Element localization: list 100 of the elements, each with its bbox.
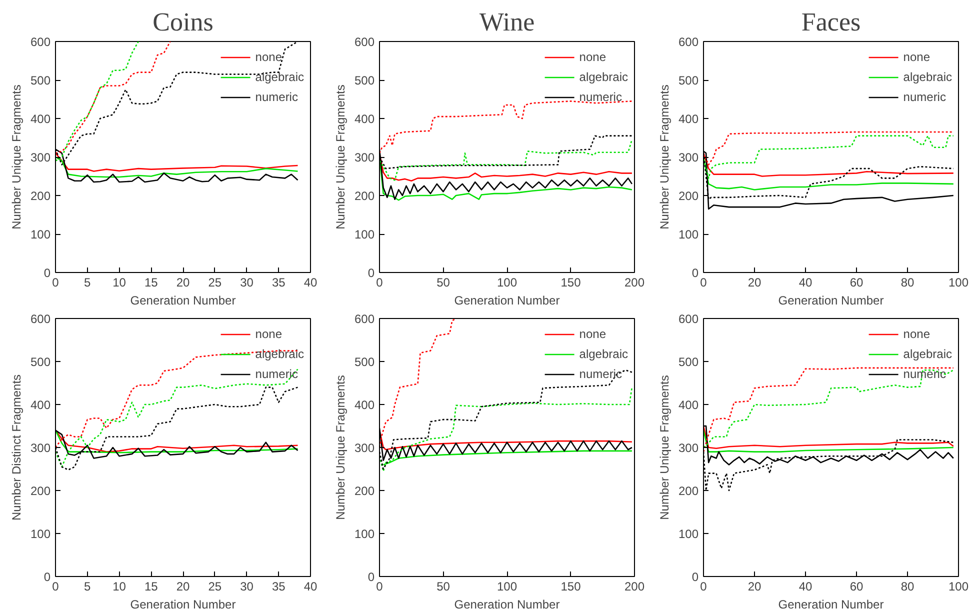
x-tick-label: 0 <box>376 276 384 290</box>
y-tick-label: 200 <box>354 484 375 498</box>
legend-label: numeric <box>255 90 298 104</box>
y-tick-label: 100 <box>678 527 699 541</box>
legend-label: none <box>579 50 606 64</box>
x-tick-label: 20 <box>748 580 762 594</box>
y-tick-label: 300 <box>678 441 699 455</box>
x-tick-label: 25 <box>208 580 222 594</box>
legend-label: algebraic <box>255 347 304 361</box>
y-tick-label: 400 <box>354 398 375 412</box>
y-tick-label: 300 <box>678 150 699 164</box>
chart-title: Coins <box>152 8 214 36</box>
x-tick-label: 100 <box>948 276 969 290</box>
x-tick-label: 20 <box>748 276 762 290</box>
chart-title: Faces <box>801 8 861 36</box>
x-tick-label: 5 <box>84 276 92 290</box>
legend-label: none <box>255 50 282 64</box>
x-tick-label: 0 <box>52 276 60 290</box>
x-tick-label: 25 <box>208 276 222 290</box>
y-tick-label: 400 <box>30 112 51 126</box>
legend-label: numeric <box>579 367 622 381</box>
y-tick-label: 200 <box>30 189 51 203</box>
y-tick-label: 600 <box>678 35 699 49</box>
y-tick-label: 200 <box>30 484 51 498</box>
legend-label: algebraic <box>579 70 628 84</box>
legend-label: numeric <box>255 367 298 381</box>
x-tick-label: 200 <box>624 276 645 290</box>
y-tick-label: 0 <box>692 570 699 584</box>
x-tick-label: 40 <box>798 580 812 594</box>
y-tick-label: 600 <box>354 35 375 49</box>
x-axis-title: Generation Number <box>454 294 560 308</box>
y-tick-label: 500 <box>354 355 375 369</box>
y-tick-label: 300 <box>354 441 375 455</box>
x-tick-label: 80 <box>900 276 914 290</box>
x-tick-label: 100 <box>496 580 518 594</box>
x-tick-label: 35 <box>272 580 286 594</box>
y-tick-label: 200 <box>678 484 699 498</box>
y-tick-label: 500 <box>30 74 51 88</box>
y-axis-title: Number Distinct Fragments <box>9 374 24 521</box>
y-tick-label: 600 <box>30 35 51 49</box>
chart-title: Wine <box>479 8 535 36</box>
y-axis-title: Number Unique Fragments <box>333 375 348 520</box>
legend-label: algebraic <box>255 70 304 84</box>
y-tick-label: 600 <box>354 312 375 326</box>
legend-label: algebraic <box>903 70 952 84</box>
legend-label: numeric <box>579 90 622 104</box>
y-tick-label: 100 <box>678 228 699 242</box>
legend-label: none <box>579 327 606 341</box>
y-tick-label: 400 <box>678 398 699 412</box>
x-tick-label: 40 <box>798 276 812 290</box>
y-axis-title: Number Unique Fragments <box>333 84 348 230</box>
y-tick-label: 100 <box>30 527 51 541</box>
x-tick-label: 200 <box>624 580 645 594</box>
x-tick-label: 30 <box>240 276 254 290</box>
y-tick-label: 500 <box>678 74 699 88</box>
y-tick-label: 100 <box>30 228 51 242</box>
y-tick-label: 0 <box>368 570 375 584</box>
x-tick-label: 15 <box>144 580 158 594</box>
y-tick-label: 500 <box>354 74 375 88</box>
x-tick-label: 100 <box>948 580 969 594</box>
x-tick-label: 20 <box>176 276 190 290</box>
x-tick-label: 30 <box>240 580 254 594</box>
x-axis-title: Generation Number <box>778 598 884 612</box>
x-tick-label: 0 <box>52 580 60 594</box>
legend-label: none <box>903 50 930 64</box>
legend-label: none <box>255 327 282 341</box>
y-tick-label: 200 <box>678 189 699 203</box>
x-tick-label: 5 <box>84 580 92 594</box>
y-tick-label: 0 <box>44 570 51 584</box>
y-tick-label: 300 <box>30 441 51 455</box>
y-tick-label: 0 <box>44 266 51 280</box>
x-tick-label: 10 <box>112 276 126 290</box>
x-tick-label: 50 <box>436 276 450 290</box>
legend-label: none <box>903 327 930 341</box>
y-tick-label: 500 <box>30 355 51 369</box>
x-tick-label: 0 <box>376 580 384 594</box>
x-tick-label: 15 <box>144 276 158 290</box>
y-tick-label: 400 <box>30 398 51 412</box>
x-tick-label: 40 <box>304 276 318 290</box>
x-axis-title: Generation Number <box>130 294 236 308</box>
x-tick-label: 150 <box>560 276 582 290</box>
legend-label: algebraic <box>579 347 628 361</box>
x-tick-label: 100 <box>496 276 518 290</box>
x-tick-label: 40 <box>304 580 318 594</box>
x-axis-title: Generation Number <box>454 598 560 612</box>
y-axis-title: Number Unique Fragments <box>9 84 24 230</box>
legend-label: numeric <box>903 367 946 381</box>
y-tick-label: 0 <box>368 266 375 280</box>
y-tick-label: 400 <box>354 112 375 126</box>
legend-label: numeric <box>903 90 946 104</box>
x-tick-label: 60 <box>850 276 864 290</box>
legend-label: algebraic <box>903 347 952 361</box>
y-tick-label: 200 <box>354 189 375 203</box>
y-tick-label: 600 <box>678 312 699 326</box>
y-axis-title: Number Unique Fragments <box>657 375 672 520</box>
y-tick-label: 500 <box>678 355 699 369</box>
x-tick-label: 50 <box>436 580 450 594</box>
x-tick-label: 10 <box>112 580 126 594</box>
x-axis-title: Generation Number <box>130 598 236 612</box>
y-tick-label: 0 <box>692 266 699 280</box>
